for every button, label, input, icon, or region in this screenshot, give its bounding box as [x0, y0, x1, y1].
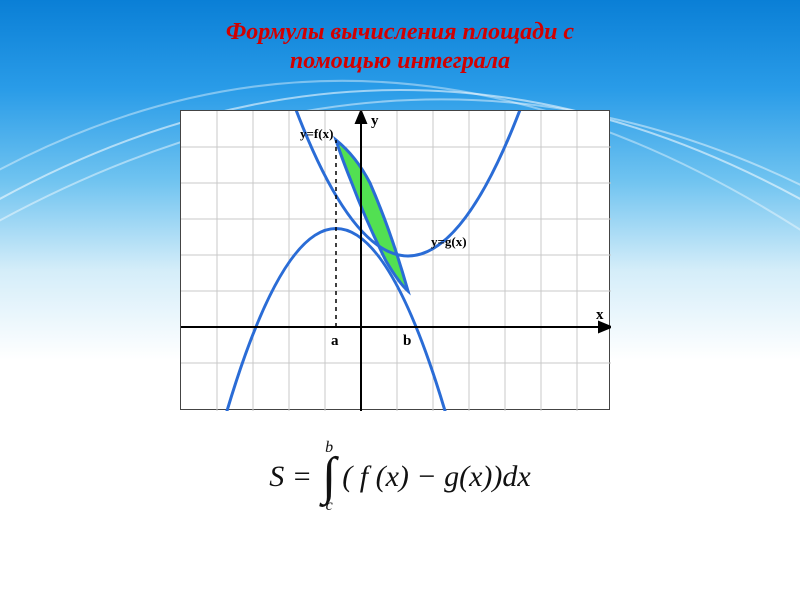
page-title: Формулы вычисления площади с помощью инт…: [0, 18, 800, 76]
lower-bound: c: [326, 498, 333, 514]
integral-formula: S = b ∫ c ( f (x) − g(x))dx: [0, 440, 800, 514]
integral-sign: ∫: [322, 456, 336, 498]
curve-label-f: y=f(x): [300, 126, 333, 141]
graph-svg: y x y=f(x) y=g(x) a b: [181, 111, 611, 411]
title-line-2: помощью интеграла: [290, 48, 510, 74]
axis-label-y: y: [371, 113, 379, 129]
curve-label-g: y=g(x): [431, 234, 467, 249]
integral-column: b ∫ c: [322, 440, 336, 514]
graph-panel: y x y=f(x) y=g(x) a b: [180, 110, 610, 410]
axis-label-x: x: [596, 307, 604, 323]
marker-a: a: [331, 333, 339, 349]
formula-integrand: ( f (x) − g(x))dx: [342, 460, 530, 494]
title-line-1: Формулы вычисления площади с: [226, 19, 574, 45]
marker-b: b: [403, 333, 411, 349]
formula-lhs: S =: [269, 460, 312, 494]
